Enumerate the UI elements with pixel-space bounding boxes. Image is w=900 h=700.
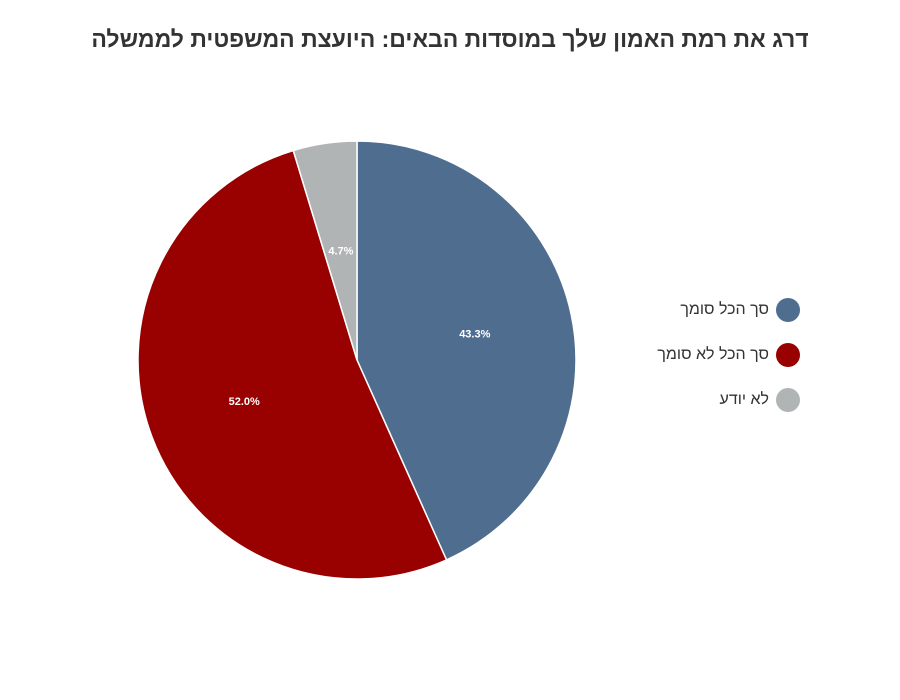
pie-slice-distrust[interactable] [137, 149, 448, 580]
legend-item-dont-know[interactable]: לא יודע [600, 388, 800, 412]
legend-label-dont-know: לא יודע [719, 391, 769, 408]
slice-label-trust: 43.3% [459, 329, 490, 341]
legend-label-trust: סך הכל סומך [680, 301, 769, 318]
pie-slice-trust[interactable] [356, 140, 577, 561]
legend-swatch-distrust [776, 343, 800, 367]
legend-item-trust[interactable]: סך הכל סומך [600, 298, 800, 322]
legend-swatch-dont-know [776, 388, 800, 412]
legend-item-distrust[interactable]: סך הכל לא סומך [600, 343, 800, 367]
legend-swatch-trust [776, 298, 800, 322]
chart-legend: סך הכל סומך סך הכל לא סומך לא יודע [600, 298, 800, 433]
pie-slice-dont-know[interactable] [292, 140, 358, 361]
chart-title: דרג את רמת האמון שלך במוסדות הבאים: היוע… [91, 26, 809, 52]
slice-label-dont-know: 4.7% [328, 246, 353, 258]
legend-label-distrust: סך הכל לא סומך [657, 346, 769, 363]
slice-label-distrust: 52.0% [229, 396, 260, 408]
